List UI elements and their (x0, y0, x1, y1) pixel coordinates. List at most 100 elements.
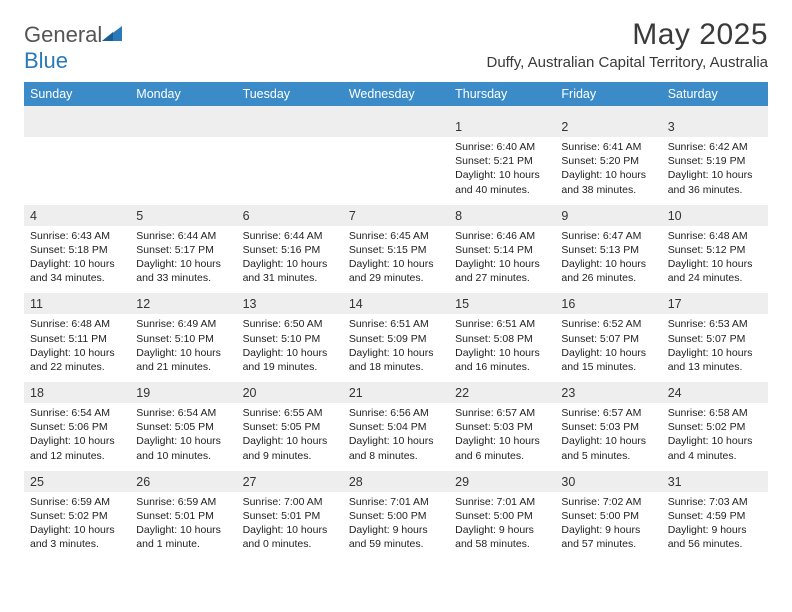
day2-text: and 26 minutes. (561, 271, 655, 285)
sunset-text: Sunset: 5:03 PM (455, 420, 549, 434)
day-number-cell: 13 (237, 293, 343, 314)
sunrise-text: Sunrise: 6:53 AM (668, 317, 762, 331)
day-detail-cell: Sunrise: 6:55 AMSunset: 5:05 PMDaylight:… (237, 403, 343, 471)
day-detail-cell: Sunrise: 6:44 AMSunset: 5:17 PMDaylight:… (130, 226, 236, 294)
day2-text: and 8 minutes. (349, 449, 443, 463)
day-detail-row: Sunrise: 6:54 AMSunset: 5:06 PMDaylight:… (24, 403, 768, 471)
sunset-text: Sunset: 5:07 PM (561, 332, 655, 346)
day1-text: Daylight: 10 hours (668, 257, 762, 271)
day1-text: Daylight: 10 hours (30, 434, 124, 448)
day-detail-cell: Sunrise: 6:48 AMSunset: 5:12 PMDaylight:… (662, 226, 768, 294)
day2-text: and 12 minutes. (30, 449, 124, 463)
day2-text: and 9 minutes. (243, 449, 337, 463)
sunset-text: Sunset: 5:02 PM (30, 509, 124, 523)
day-detail-cell: Sunrise: 6:59 AMSunset: 5:02 PMDaylight:… (24, 492, 130, 560)
sunset-text: Sunset: 5:03 PM (561, 420, 655, 434)
day-number-cell (237, 116, 343, 137)
day1-text: Daylight: 10 hours (30, 523, 124, 537)
day-detail-cell: Sunrise: 6:52 AMSunset: 5:07 PMDaylight:… (555, 314, 661, 382)
sunset-text: Sunset: 5:15 PM (349, 243, 443, 257)
day1-text: Daylight: 10 hours (561, 434, 655, 448)
sunrise-text: Sunrise: 6:59 AM (30, 495, 124, 509)
brand-logo: GeneralBlue (24, 18, 122, 74)
sunrise-text: Sunrise: 6:45 AM (349, 229, 443, 243)
sunset-text: Sunset: 5:19 PM (668, 154, 762, 168)
sunset-text: Sunset: 5:07 PM (668, 332, 762, 346)
sunrise-text: Sunrise: 6:46 AM (455, 229, 549, 243)
day-number-cell: 21 (343, 382, 449, 403)
sunrise-text: Sunrise: 6:58 AM (668, 406, 762, 420)
sunrise-text: Sunrise: 6:55 AM (243, 406, 337, 420)
day-detail-cell (130, 137, 236, 205)
sunrise-text: Sunrise: 6:57 AM (455, 406, 549, 420)
sunset-text: Sunset: 5:12 PM (668, 243, 762, 257)
day1-text: Daylight: 10 hours (561, 257, 655, 271)
day-number-cell: 24 (662, 382, 768, 403)
day1-text: Daylight: 10 hours (136, 346, 230, 360)
brand-text: GeneralBlue (24, 22, 122, 74)
sunrise-text: Sunrise: 7:01 AM (455, 495, 549, 509)
sunrise-text: Sunrise: 6:50 AM (243, 317, 337, 331)
day1-text: Daylight: 10 hours (349, 434, 443, 448)
dow-header: Wednesday (343, 82, 449, 106)
sunrise-text: Sunrise: 6:57 AM (561, 406, 655, 420)
day-number-row: 25262728293031 (24, 471, 768, 492)
calendar-page: GeneralBlue May 2025 Duffy, Australian C… (0, 0, 792, 559)
sunrise-text: Sunrise: 6:47 AM (561, 229, 655, 243)
day-detail-cell: Sunrise: 6:57 AMSunset: 5:03 PMDaylight:… (555, 403, 661, 471)
dow-header: Sunday (24, 82, 130, 106)
day-number-cell: 15 (449, 293, 555, 314)
calendar-table: Sunday Monday Tuesday Wednesday Thursday… (24, 82, 768, 559)
sunrise-text: Sunrise: 6:44 AM (136, 229, 230, 243)
day1-text: Daylight: 10 hours (136, 257, 230, 271)
day1-text: Daylight: 9 hours (561, 523, 655, 537)
sunrise-text: Sunrise: 6:43 AM (30, 229, 124, 243)
dow-header: Friday (555, 82, 661, 106)
day2-text: and 22 minutes. (30, 360, 124, 374)
day2-text: and 21 minutes. (136, 360, 230, 374)
sunset-text: Sunset: 5:06 PM (30, 420, 124, 434)
sunset-text: Sunset: 5:00 PM (455, 509, 549, 523)
day2-text: and 33 minutes. (136, 271, 230, 285)
sunset-text: Sunset: 5:18 PM (30, 243, 124, 257)
day-detail-cell: Sunrise: 7:02 AMSunset: 5:00 PMDaylight:… (555, 492, 661, 560)
sunset-text: Sunset: 5:02 PM (668, 420, 762, 434)
day1-text: Daylight: 10 hours (30, 346, 124, 360)
day-number-cell: 12 (130, 293, 236, 314)
day1-text: Daylight: 10 hours (455, 168, 549, 182)
day-detail-cell: Sunrise: 7:03 AMSunset: 4:59 PMDaylight:… (662, 492, 768, 560)
sunset-text: Sunset: 5:05 PM (136, 420, 230, 434)
day2-text: and 59 minutes. (349, 537, 443, 551)
day-number-cell (343, 116, 449, 137)
day2-text: and 18 minutes. (349, 360, 443, 374)
sunset-text: Sunset: 5:10 PM (136, 332, 230, 346)
day1-text: Daylight: 10 hours (349, 257, 443, 271)
sunset-text: Sunset: 5:09 PM (349, 332, 443, 346)
day1-text: Daylight: 10 hours (668, 346, 762, 360)
sunrise-text: Sunrise: 6:54 AM (30, 406, 124, 420)
day-detail-cell: Sunrise: 6:50 AMSunset: 5:10 PMDaylight:… (237, 314, 343, 382)
sunset-text: Sunset: 5:01 PM (136, 509, 230, 523)
day-detail-cell: Sunrise: 6:59 AMSunset: 5:01 PMDaylight:… (130, 492, 236, 560)
triangle-icon (102, 22, 122, 40)
day-detail-row: Sunrise: 6:59 AMSunset: 5:02 PMDaylight:… (24, 492, 768, 560)
sunrise-text: Sunrise: 6:51 AM (455, 317, 549, 331)
day-detail-row: Sunrise: 6:48 AMSunset: 5:11 PMDaylight:… (24, 314, 768, 382)
day-number-cell: 31 (662, 471, 768, 492)
day2-text: and 27 minutes. (455, 271, 549, 285)
sunrise-text: Sunrise: 6:59 AM (136, 495, 230, 509)
header: GeneralBlue May 2025 Duffy, Australian C… (24, 18, 768, 74)
day1-text: Daylight: 10 hours (349, 346, 443, 360)
sunset-text: Sunset: 5:04 PM (349, 420, 443, 434)
day2-text: and 56 minutes. (668, 537, 762, 551)
day-number-cell: 30 (555, 471, 661, 492)
day-number-cell: 23 (555, 382, 661, 403)
day-number-cell (24, 116, 130, 137)
sunrise-text: Sunrise: 6:49 AM (136, 317, 230, 331)
dow-header: Thursday (449, 82, 555, 106)
day-detail-cell: Sunrise: 6:57 AMSunset: 5:03 PMDaylight:… (449, 403, 555, 471)
day-number-cell: 19 (130, 382, 236, 403)
location-text: Duffy, Australian Capital Territory, Aus… (486, 54, 768, 71)
sunset-text: Sunset: 5:13 PM (561, 243, 655, 257)
day-detail-cell: Sunrise: 6:56 AMSunset: 5:04 PMDaylight:… (343, 403, 449, 471)
